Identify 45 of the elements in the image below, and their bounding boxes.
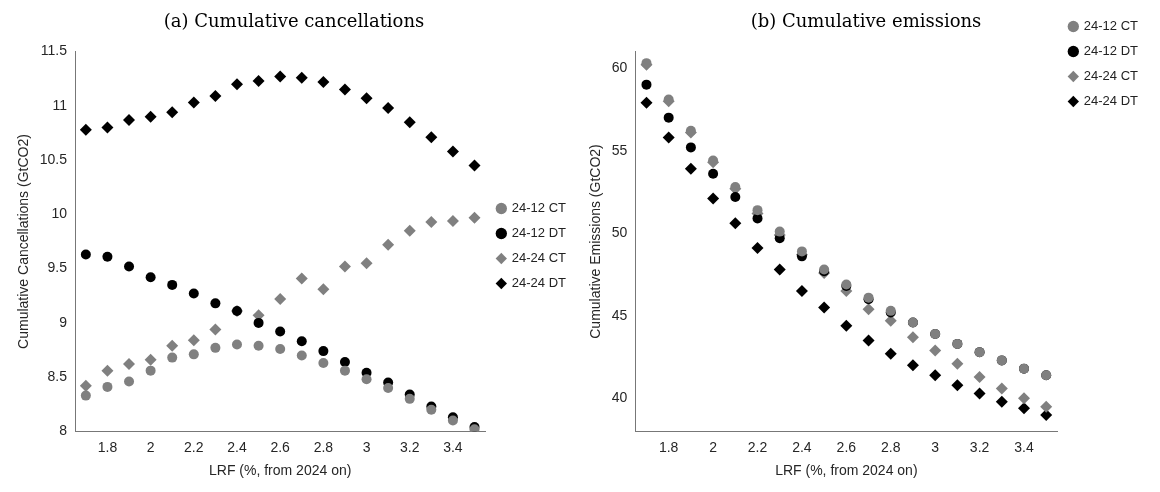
x-tick-label: 3 <box>362 438 371 455</box>
legend-label: 24-24 DT <box>511 275 567 291</box>
y-tick-label: 11 <box>52 96 68 113</box>
x-tick-label: 2.8 <box>313 438 334 455</box>
x-tick-label: 2.6 <box>270 438 291 455</box>
legend-label: 24-12 CT <box>1083 18 1139 34</box>
y-axis-title: Cumulative Cancellations (GtCO2) <box>15 134 32 349</box>
y-tick-label: 9.5 <box>47 259 68 276</box>
chart-title: (b) Cumulative emissions <box>750 10 982 32</box>
chart-title: (a) Cumulative cancellations <box>163 10 425 32</box>
x-axis-title: LRF (%, from 2024 on) <box>208 462 352 479</box>
x-tick-label: 2.4 <box>227 438 247 455</box>
x-tick-label: 2.4 <box>792 438 812 455</box>
x-tick-label: 2 <box>709 438 718 455</box>
legend-label: 24-12 DT <box>511 225 567 241</box>
legend-label: 24-12 CT <box>511 200 567 216</box>
y-tick-label: 10.5 <box>39 150 68 167</box>
x-tick-label: 2.6 <box>836 438 857 455</box>
x-tick-label: 2.8 <box>881 438 901 455</box>
x-tick-label: 2.2 <box>184 438 204 455</box>
y-tick-label: 55 <box>611 141 628 158</box>
x-tick-label: 3.2 <box>400 438 420 455</box>
x-tick-label: 2 <box>146 438 155 455</box>
x-tick-label: 1.8 <box>97 438 118 455</box>
x-axis-title: LRF (%, from 2024 on) <box>775 462 918 479</box>
y-tick-label: 50 <box>611 224 628 241</box>
legend-label: 24-24 CT <box>511 250 567 266</box>
legend-label: 24-24 DT <box>1083 93 1139 109</box>
x-tick-label: 3.4 <box>443 438 463 455</box>
y-tick-label: 45 <box>611 306 628 323</box>
legend-label: 24-24 CT <box>1083 68 1139 84</box>
x-tick-label: 3.4 <box>1014 438 1034 455</box>
y-tick-label: 11.5 <box>40 42 68 59</box>
y-axis-title: Cumulative Emissions (GtCO2) <box>587 144 604 339</box>
x-tick-label: 2.2 <box>747 438 768 455</box>
y-tick-label: 10 <box>51 205 68 222</box>
legend-label: 24-12 DT <box>1083 43 1139 59</box>
y-tick-label: 9 <box>59 313 68 330</box>
y-tick-label: 40 <box>611 389 628 406</box>
y-tick-label: 60 <box>611 58 628 75</box>
x-tick-label: 3.2 <box>969 438 990 455</box>
y-tick-label: 8 <box>59 422 68 439</box>
y-tick-label: 8.5 <box>47 368 68 384</box>
x-tick-label: 1.8 <box>658 438 679 455</box>
x-tick-label: 3 <box>931 438 940 455</box>
